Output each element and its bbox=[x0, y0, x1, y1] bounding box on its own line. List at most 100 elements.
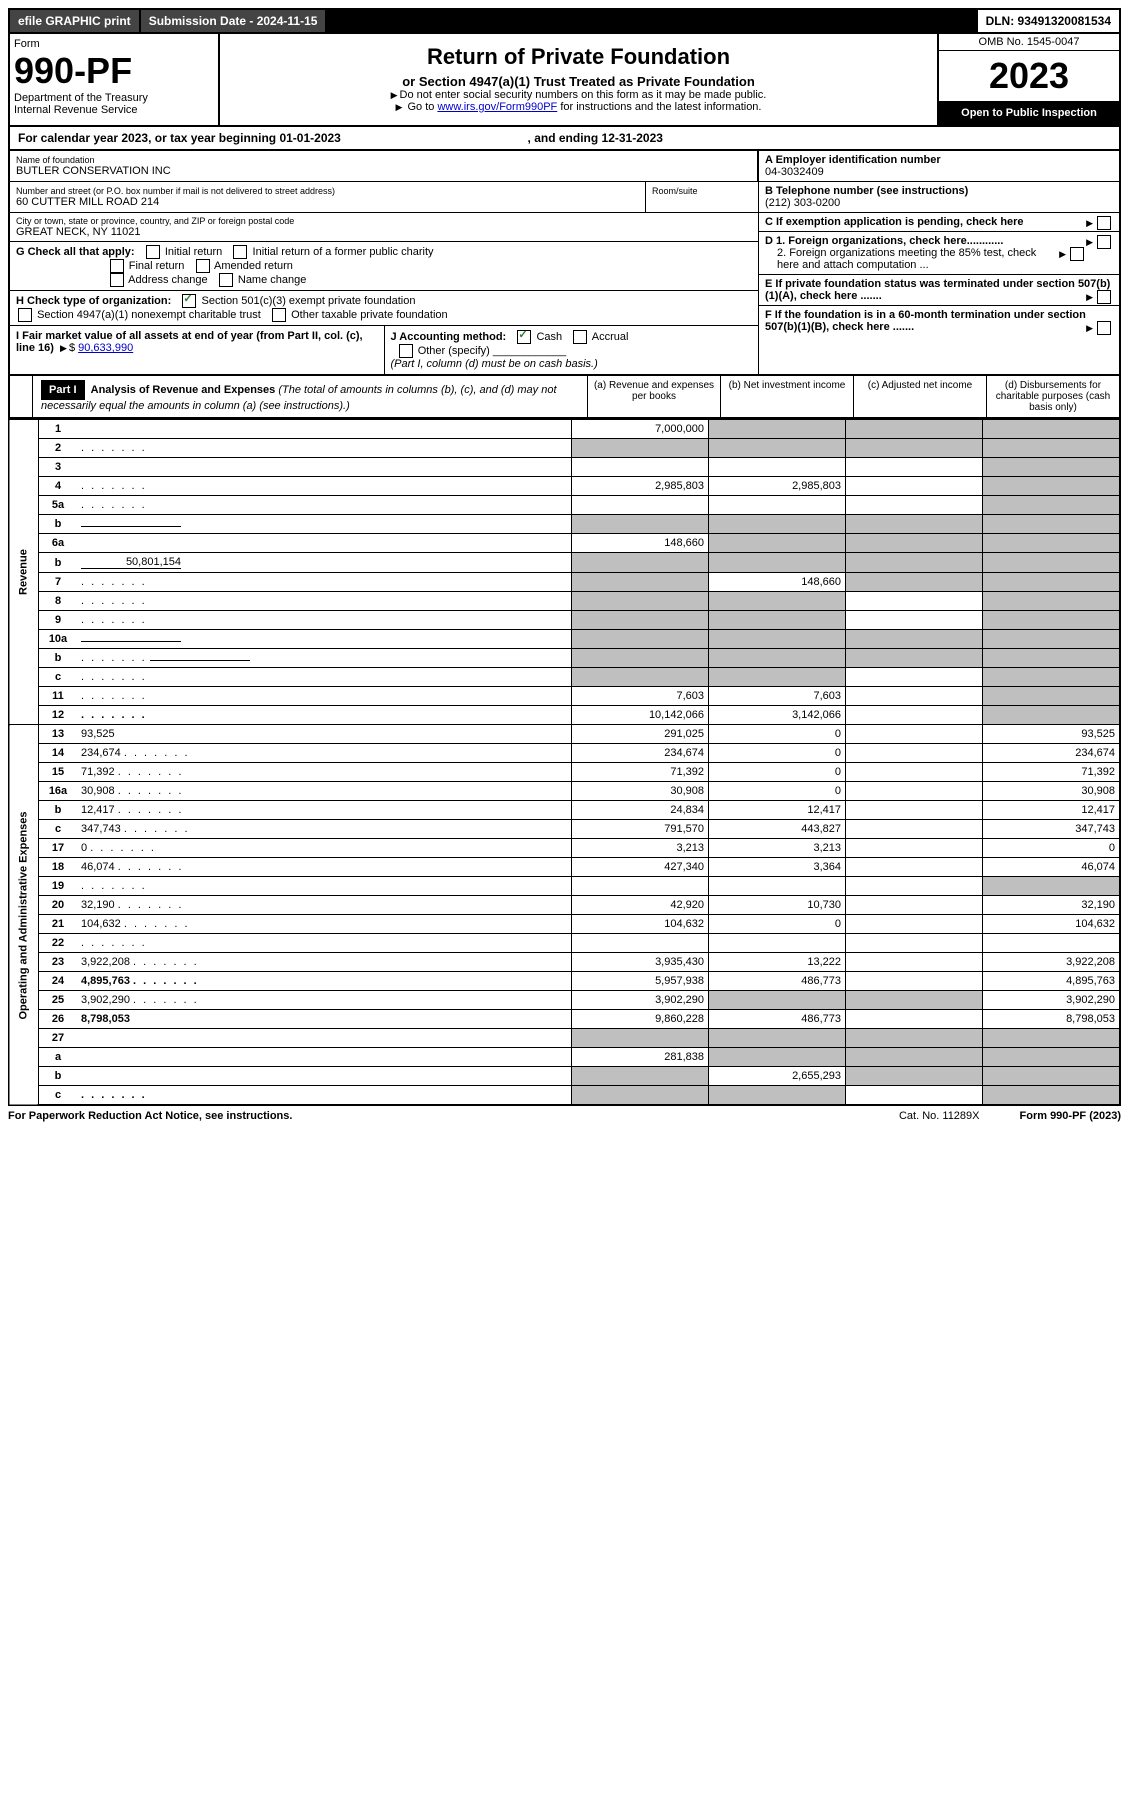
cell-col-a: 234,674 bbox=[572, 744, 709, 763]
cell-col-b: 2,655,293 bbox=[709, 1067, 846, 1086]
line-number: 17 bbox=[39, 839, 78, 858]
section-j: J Accounting method: Cash Accrual Other … bbox=[385, 326, 759, 374]
line-description: 8,798,053 bbox=[77, 1010, 572, 1029]
line-number: 3 bbox=[39, 458, 78, 477]
table-row: 19 . . . . . . . bbox=[9, 877, 1120, 896]
cell-col-d: 234,674 bbox=[983, 744, 1121, 763]
line-number: 16a bbox=[39, 782, 78, 801]
checkbox-initial-return[interactable] bbox=[146, 245, 160, 259]
checkbox-c[interactable] bbox=[1097, 216, 1111, 230]
footer-form: Form 990-PF (2023) bbox=[1020, 1110, 1122, 1122]
d2-label: 2. Foreign organizations meeting the 85%… bbox=[765, 247, 1057, 271]
checkbox-e[interactable] bbox=[1097, 290, 1111, 304]
cell-col-b: 0 bbox=[709, 782, 846, 801]
cell-col-d: 8,798,053 bbox=[983, 1010, 1121, 1029]
line-description: 30,908 . . . . . . . bbox=[77, 782, 572, 801]
line-number: 26 bbox=[39, 1010, 78, 1029]
line-number: b bbox=[39, 515, 78, 534]
cell-col-d: 4,895,763 bbox=[983, 972, 1121, 991]
footer-left: For Paperwork Reduction Act Notice, see … bbox=[8, 1110, 292, 1122]
table-row: a281,838 bbox=[9, 1048, 1120, 1067]
table-row: Revenue17,000,000 bbox=[9, 420, 1120, 439]
checkbox-d2[interactable] bbox=[1070, 247, 1084, 261]
city-label: City or town, state or province, country… bbox=[16, 216, 752, 226]
part1-header-row: Part I Analysis of Revenue and Expenses … bbox=[8, 376, 1121, 419]
cell-col-d: 347,743 bbox=[983, 820, 1121, 839]
cell-col-c bbox=[846, 858, 983, 877]
line-description: 4,895,763 . . . . . . . bbox=[77, 972, 572, 991]
e-label: E If private foundation status was termi… bbox=[765, 278, 1110, 302]
cell-col-a bbox=[572, 573, 709, 592]
revenue-label: Revenue bbox=[9, 420, 39, 725]
cell-col-b: 3,213 bbox=[709, 839, 846, 858]
cell-col-d bbox=[983, 649, 1121, 668]
cell-col-b: 12,417 bbox=[709, 801, 846, 820]
cell-col-a: 148,660 bbox=[572, 534, 709, 553]
line-number: 13 bbox=[39, 725, 78, 744]
checkbox-name-change[interactable] bbox=[219, 273, 233, 287]
cell-col-a bbox=[572, 515, 709, 534]
cell-col-d: 71,392 bbox=[983, 763, 1121, 782]
table-row: 21104,632 . . . . . . .104,6320104,632 bbox=[9, 915, 1120, 934]
cell-col-a: 30,908 bbox=[572, 782, 709, 801]
line-description: 347,743 . . . . . . . bbox=[77, 820, 572, 839]
checkbox-cash[interactable] bbox=[517, 330, 531, 344]
expenses-label: Operating and Administrative Expenses bbox=[9, 725, 39, 1106]
checkbox-initial-former[interactable] bbox=[233, 245, 247, 259]
cell-col-b bbox=[709, 1029, 846, 1048]
cell-col-d bbox=[983, 934, 1121, 953]
checkbox-final-return[interactable] bbox=[110, 259, 124, 273]
cell-col-a bbox=[572, 553, 709, 573]
checkbox-f[interactable] bbox=[1097, 321, 1111, 335]
cell-col-b bbox=[709, 496, 846, 515]
line-description: . . . . . . . bbox=[77, 687, 572, 706]
cell-col-a: 3,213 bbox=[572, 839, 709, 858]
cell-col-d: 0 bbox=[983, 839, 1121, 858]
form990pf-link[interactable]: www.irs.gov/Form990PF bbox=[437, 101, 557, 113]
cell-col-a: 24,834 bbox=[572, 801, 709, 820]
phone-label: B Telephone number (see instructions) bbox=[765, 185, 968, 197]
cell-col-a bbox=[572, 1029, 709, 1048]
cell-col-c bbox=[846, 1029, 983, 1048]
section-g: G Check all that apply: Initial return I… bbox=[10, 242, 758, 291]
header-left: Form 990-PF Department of the Treasury I… bbox=[10, 34, 220, 125]
checkbox-other-taxable[interactable] bbox=[272, 308, 286, 322]
line-number: 6a bbox=[39, 534, 78, 553]
cell-col-c bbox=[846, 763, 983, 782]
line-number: 12 bbox=[39, 706, 78, 725]
cell-col-d bbox=[983, 611, 1121, 630]
cell-col-c bbox=[846, 515, 983, 534]
table-row: Operating and Administrative Expenses139… bbox=[9, 725, 1120, 744]
cell-col-d: 12,417 bbox=[983, 801, 1121, 820]
checkbox-accrual[interactable] bbox=[573, 330, 587, 344]
checkbox-501c3[interactable] bbox=[182, 294, 196, 308]
cell-col-a bbox=[572, 649, 709, 668]
city-value: GREAT NECK, NY 11021 bbox=[16, 226, 752, 238]
line-number: b bbox=[39, 553, 78, 573]
dln: DLN: 93491320081534 bbox=[978, 10, 1119, 32]
line-description: 32,190 . . . . . . . bbox=[77, 896, 572, 915]
calendar-year-row: For calendar year 2023, or tax year begi… bbox=[8, 127, 1121, 151]
line-description bbox=[77, 1029, 572, 1048]
cell-col-a bbox=[572, 630, 709, 649]
foundation-name: BUTLER CONSERVATION INC bbox=[16, 165, 751, 177]
table-row: 16a30,908 . . . . . . .30,908030,908 bbox=[9, 782, 1120, 801]
cell-col-a bbox=[572, 458, 709, 477]
checkbox-d1[interactable] bbox=[1097, 235, 1111, 249]
cell-col-a: 10,142,066 bbox=[572, 706, 709, 725]
checkbox-address-change[interactable] bbox=[110, 273, 124, 287]
cell-col-c bbox=[846, 801, 983, 820]
checkbox-other-method[interactable] bbox=[399, 344, 413, 358]
cell-col-b: 443,827 bbox=[709, 820, 846, 839]
cell-col-d: 46,074 bbox=[983, 858, 1121, 877]
checkbox-4947[interactable] bbox=[18, 308, 32, 322]
cell-col-a: 71,392 bbox=[572, 763, 709, 782]
line-description: 71,392 . . . . . . . bbox=[77, 763, 572, 782]
cell-col-a: 427,340 bbox=[572, 858, 709, 877]
table-row: 12 . . . . . . .10,142,0663,142,066 bbox=[9, 706, 1120, 725]
street-address: 60 CUTTER MILL ROAD 214 bbox=[16, 196, 639, 208]
checkbox-amended[interactable] bbox=[196, 259, 210, 273]
cell-col-d: 104,632 bbox=[983, 915, 1121, 934]
efile-badge: efile GRAPHIC print bbox=[10, 10, 139, 32]
f-label: F If the foundation is in a 60-month ter… bbox=[765, 309, 1086, 333]
